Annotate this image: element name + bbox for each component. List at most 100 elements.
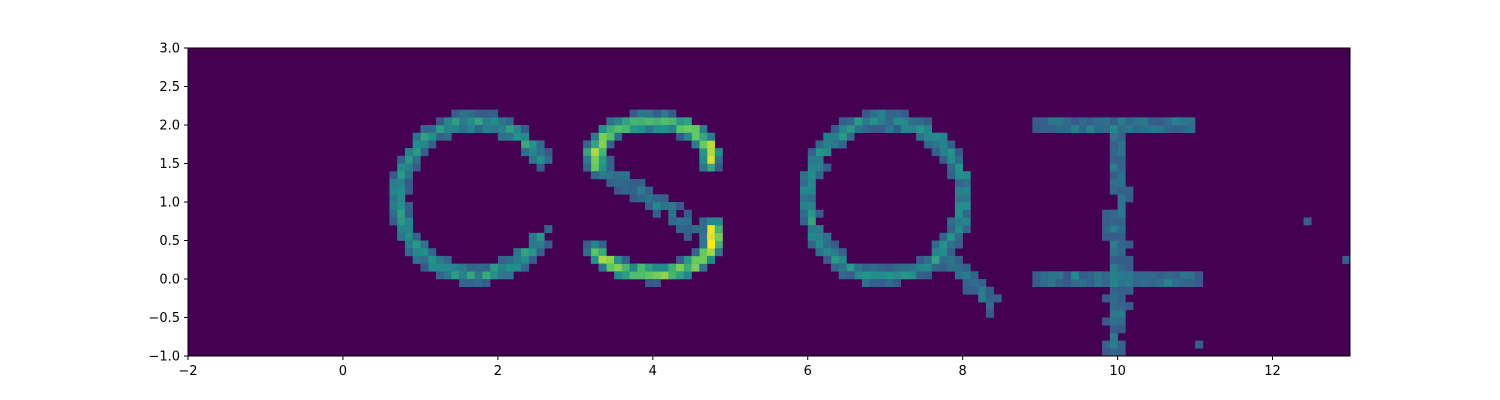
heatmap-cell: [598, 263, 607, 272]
heatmap-cell: [660, 125, 669, 133]
heatmap-cell: [923, 255, 932, 264]
heatmap-cell: [645, 186, 654, 195]
heatmap-cell: [877, 117, 886, 126]
heatmap-cell: [621, 117, 630, 126]
heatmap-cell: [807, 171, 816, 180]
heatmap-cell: [815, 171, 824, 180]
heatmap-cell: [1032, 117, 1041, 126]
heatmap-cell: [505, 132, 514, 141]
heatmap-cell: [699, 140, 708, 149]
heatmap-cell: [1187, 125, 1196, 133]
heatmap-cell: [1047, 271, 1056, 280]
heatmap-cell: [428, 140, 437, 149]
heatmap-cell: [606, 263, 615, 272]
heatmap-cell: [420, 148, 429, 157]
heatmap-cell: [1109, 286, 1118, 295]
x-tick-label: −2: [178, 364, 197, 379]
heatmap-cell: [668, 125, 677, 133]
heatmap-cell: [947, 240, 956, 249]
heatmap-cell: [707, 232, 716, 241]
heatmap-cell: [978, 279, 987, 287]
heatmap-cell: [404, 163, 413, 172]
heatmap-cell: [683, 225, 692, 234]
heatmap-cell: [1078, 279, 1087, 287]
heatmap-cell: [389, 202, 398, 210]
heatmap-cell: [404, 186, 413, 195]
heatmap-cell: [590, 132, 599, 141]
heatmap-cell: [1094, 271, 1103, 280]
heatmap-cell: [807, 232, 816, 241]
heatmap-cell: [892, 117, 901, 126]
heatmap-cell: [513, 132, 522, 141]
heatmap-cell: [1040, 279, 1049, 287]
heatmap-cell: [1040, 117, 1049, 126]
heatmap-cell: [606, 132, 615, 141]
heatmap-cell: [513, 263, 522, 272]
heatmap-cell: [621, 171, 630, 180]
heatmap-cell: [389, 178, 398, 187]
heatmap-cell: [660, 109, 669, 118]
heatmap-cell: [412, 255, 421, 264]
heatmap-cell: [1117, 309, 1126, 318]
heatmap-cell: [947, 163, 956, 172]
heatmap-cell: [962, 263, 971, 272]
heatmap-cell: [846, 117, 855, 126]
heatmap-cell: [435, 271, 444, 280]
heatmap-cell: [799, 171, 809, 180]
heatmap-cell: [1179, 117, 1188, 126]
heatmap-cell: [652, 109, 661, 118]
heatmap-cell: [1102, 232, 1111, 241]
heatmap-cell: [962, 279, 971, 287]
heatmap-cell: [1117, 271, 1126, 280]
heatmap-cell: [435, 263, 444, 272]
heatmap-cell: [807, 178, 816, 187]
heatmap-cell: [660, 202, 669, 210]
heatmap-cell: [962, 178, 971, 187]
heatmap-cell: [389, 186, 398, 195]
heatmap-cell: [652, 209, 661, 218]
heatmap-cell: [1117, 248, 1126, 257]
heatmap-cell: [807, 155, 816, 164]
heatmap-cell: [482, 117, 491, 126]
heatmap-cell: [1086, 117, 1095, 126]
heatmap-cell: [1047, 279, 1056, 287]
heatmap-cell: [1032, 271, 1041, 280]
heatmap-cell: [1102, 348, 1111, 357]
heatmap-cell: [606, 255, 615, 264]
heatmap-cell: [497, 271, 506, 280]
heatmap-cell: [474, 125, 483, 133]
heatmap-cell: [598, 240, 607, 249]
heatmap-cell: [490, 109, 499, 118]
heatmap-cell: [466, 117, 475, 126]
heatmap-cell: [652, 271, 661, 280]
heatmap-cell: [490, 263, 499, 272]
heatmap-cell: [714, 148, 723, 157]
heatmap-cell: [459, 263, 468, 272]
heatmap-cell: [1109, 148, 1118, 157]
heatmap-cell: [1078, 271, 1087, 280]
heatmap-cell: [389, 209, 398, 218]
heatmap-cell: [1117, 140, 1126, 149]
heatmap-cell: [962, 286, 971, 295]
heatmap-cell: [916, 255, 925, 264]
heatmap-cell: [676, 271, 685, 280]
heatmap-cell: [1117, 240, 1126, 249]
heatmap-cell: [590, 155, 599, 164]
heatmap-cell: [1156, 279, 1165, 287]
heatmap-cell: [807, 163, 816, 172]
heatmap-cell: [1156, 117, 1165, 126]
heatmap-cell: [497, 132, 506, 141]
heatmap-cell: [397, 217, 406, 226]
heatmap-cell: [652, 194, 661, 203]
heatmap-cell: [939, 148, 948, 157]
heatmap-cell: [838, 132, 847, 141]
heatmap-cell: [629, 117, 638, 126]
heatmap-cell: [1109, 325, 1118, 334]
heatmap-cell: [1078, 125, 1087, 133]
heatmap-cell: [923, 140, 932, 149]
heatmap-cell: [962, 186, 971, 195]
heatmap-cell: [668, 217, 677, 226]
heatmap-cell: [954, 240, 963, 249]
heatmap-cell: [714, 217, 723, 226]
heatmap-cell: [443, 271, 452, 280]
